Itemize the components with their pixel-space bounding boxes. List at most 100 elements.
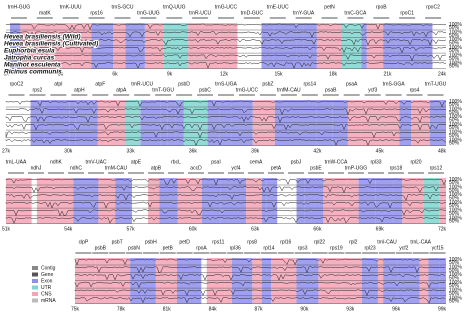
gene-label: psbC	[199, 87, 211, 93]
legend-label: Exon	[41, 278, 53, 284]
percent-label: 50%	[449, 188, 460, 194]
gene-label: trnR-UCU	[189, 10, 211, 16]
gene-label: atpB	[151, 165, 162, 171]
region-block	[383, 258, 398, 304]
gene-label: rpl20	[410, 159, 421, 165]
region-block	[219, 100, 232, 146]
percent-label: 100%	[449, 288, 462, 294]
percent-label: 100%	[449, 99, 462, 105]
gene-label: rpoB	[376, 4, 387, 10]
region-block	[51, 23, 73, 69]
region-block	[113, 23, 126, 69]
region-block	[246, 178, 262, 224]
percent-label: 50%	[449, 260, 460, 266]
percent-label: 50%	[449, 56, 460, 62]
x-tick-label: 33k	[127, 148, 136, 154]
gene-label: trnQ-UUG	[163, 4, 186, 10]
gene-label: trnI-CAU	[377, 239, 397, 245]
region-block	[429, 100, 446, 146]
region-block	[411, 100, 430, 146]
percent-label: 100%	[449, 192, 462, 198]
region-block	[220, 178, 247, 224]
x-tick-label: 3k	[58, 71, 64, 77]
species-name: Ricinus communis	[4, 69, 62, 76]
conservation-curve	[74, 266, 446, 274]
x-tick-label: 87k	[254, 306, 263, 312]
gene-label: rps19	[330, 245, 343, 251]
gene-label: psbN	[128, 245, 140, 251]
gene-label: rps4	[410, 87, 420, 93]
gene-label: psaA	[346, 81, 358, 87]
x-tick-label: 69k	[376, 226, 385, 232]
x-tick-label: 99k	[438, 306, 447, 312]
region-block	[160, 100, 168, 146]
x-tick-label: 72k	[438, 226, 447, 232]
gene-label: trnT-UGU	[425, 81, 447, 87]
percent-label: 100%	[449, 60, 462, 66]
region-block	[207, 100, 220, 146]
percent-label: 100%	[449, 107, 462, 113]
region-block	[167, 100, 176, 146]
gene-label: ycf2	[399, 245, 408, 251]
region-block	[231, 100, 253, 146]
gene-label: trnL-UAA	[6, 159, 27, 165]
gene-label: ndhJ	[31, 165, 42, 171]
gene-label: rpl23	[365, 245, 376, 251]
species-name: Hevea brasiliensis (Wild)	[4, 34, 81, 41]
gene-label: ycf4	[231, 165, 240, 171]
gene-label: trnC-GCA	[344, 10, 367, 16]
conservation-curve	[74, 281, 446, 289]
x-tick-label: 9k	[167, 71, 173, 77]
x-tick-label: 45k	[376, 148, 385, 154]
region-block	[176, 258, 202, 304]
gene-label: rpoA	[196, 245, 207, 251]
species-name: Ricinus communis	[4, 69, 62, 76]
conservation-curve	[74, 273, 446, 281]
gene-label: trnK-UUU	[60, 4, 82, 10]
region-block	[252, 258, 262, 304]
legend-label: UTR	[41, 285, 52, 291]
region-block	[274, 100, 301, 146]
x-tick-label: 18k	[329, 71, 338, 77]
percent-label: 100%	[449, 272, 462, 278]
gene-label: trnG-UCC	[236, 87, 259, 93]
region-block	[439, 178, 446, 224]
x-tick-label: 24k	[438, 71, 447, 77]
percent-label: 50%	[449, 48, 460, 54]
percent-label: 100%	[449, 130, 462, 136]
species-name: Hevea brasiliensis (Cultivated)	[4, 41, 98, 48]
conservation-curve	[5, 186, 447, 194]
percent-label: 100%	[449, 114, 462, 120]
region-block	[261, 178, 267, 224]
gene-label: rps2	[33, 87, 43, 93]
gene-label: trnG-UCC	[215, 4, 238, 10]
conservation-curve	[5, 139, 447, 147]
gene-label: trnE-UUC	[267, 4, 289, 10]
x-tick-label: 0k	[3, 71, 9, 77]
species-name: Jatropha curcas	[4, 55, 55, 62]
x-tick-label: 21k	[383, 71, 392, 77]
percent-label: 50%	[449, 133, 460, 139]
gene-label: atpE	[131, 159, 142, 165]
x-tick-label: 84k	[209, 306, 218, 312]
region-block	[224, 258, 232, 304]
gene-label: trnS-GGA	[383, 81, 406, 87]
conservation-curve	[74, 289, 446, 297]
x-tick-label: 96k	[392, 306, 401, 312]
conservation-curve	[5, 201, 447, 209]
region-block	[124, 100, 141, 146]
gene-label: psbZ	[262, 81, 273, 87]
region-block	[296, 178, 305, 224]
gene-label: ycf15	[432, 245, 444, 251]
region-block	[125, 23, 145, 69]
region-block	[347, 100, 362, 146]
region-block	[110, 258, 116, 304]
gene-label: rps12	[430, 165, 443, 171]
gene-label: rpl14	[263, 245, 274, 251]
gene-label: rpl36	[230, 245, 241, 251]
region-block	[361, 100, 387, 146]
percent-label: 50%	[449, 41, 460, 47]
region-block	[115, 178, 132, 224]
region-block	[354, 258, 362, 304]
